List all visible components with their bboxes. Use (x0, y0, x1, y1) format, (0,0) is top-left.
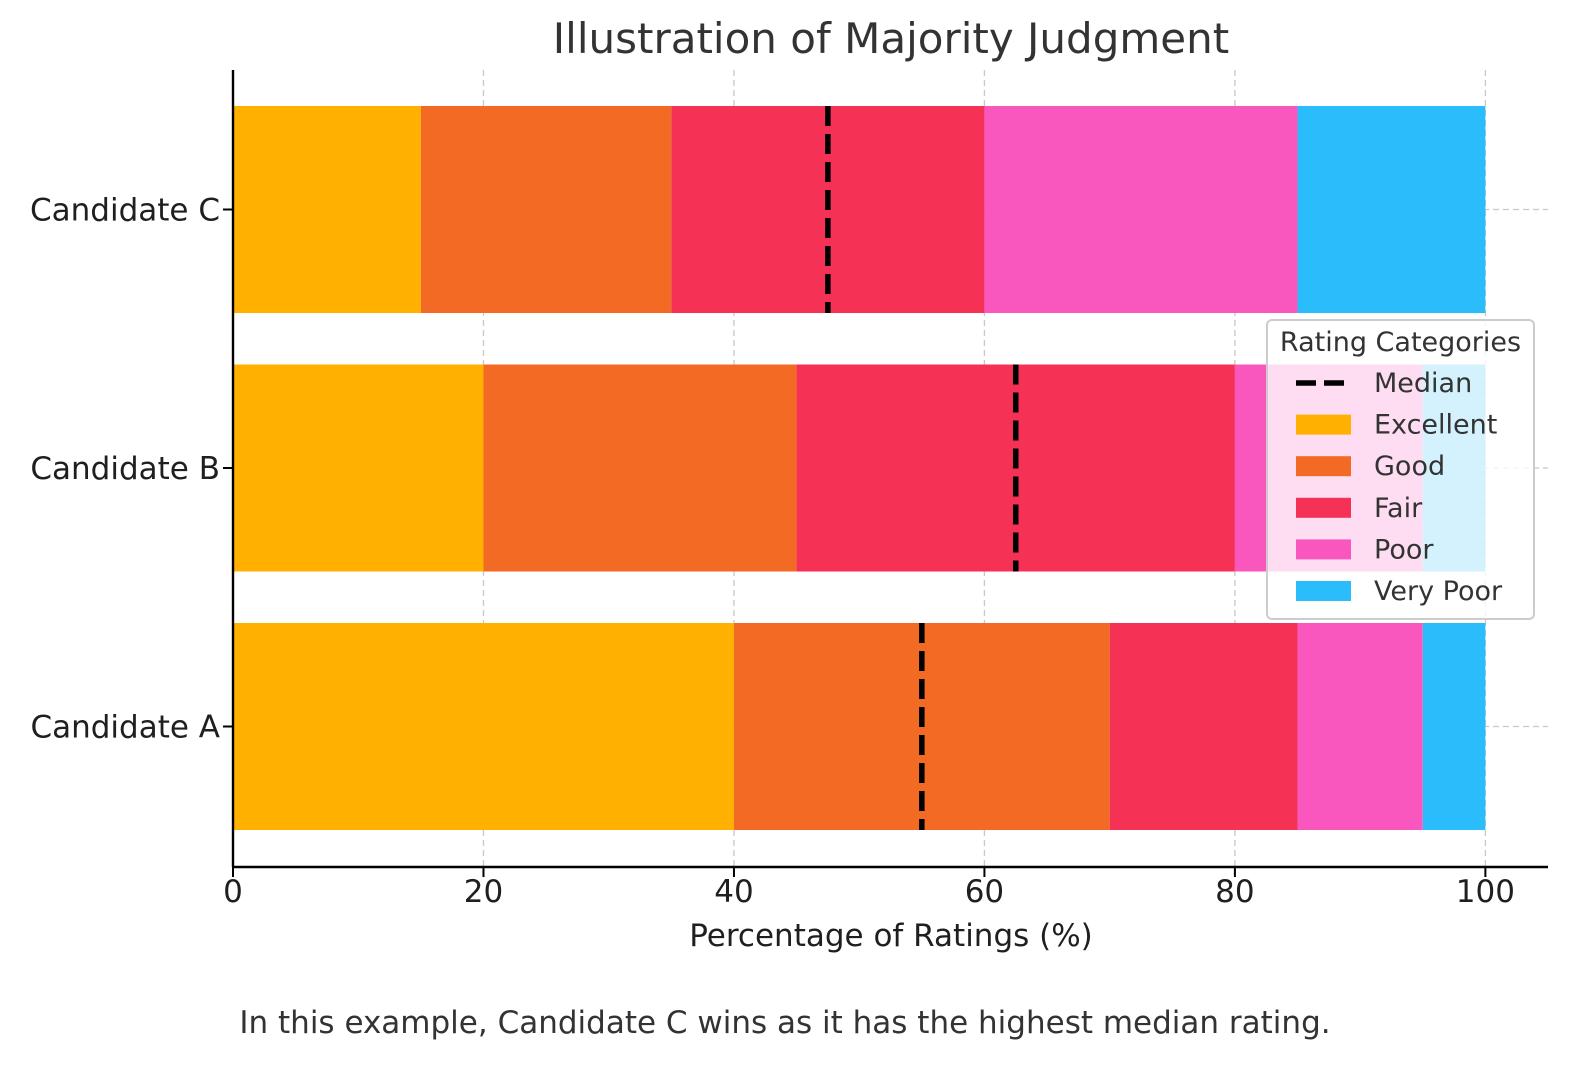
x-axis-label: Percentage of Ratings (%) (689, 918, 1093, 954)
bar-segment (233, 364, 484, 572)
median-layer (825, 106, 1019, 830)
y-tick-label: Candidate C (30, 193, 220, 229)
bar-segment (1297, 623, 1423, 830)
bars-layer (233, 106, 1486, 830)
x-tick-label: 40 (714, 874, 753, 910)
legend-label: Fair (1374, 493, 1423, 524)
chart-title: Illustration of Majority Judgment (553, 14, 1229, 63)
legend-label: Median (1374, 368, 1472, 399)
legend-swatch (1296, 581, 1351, 601)
bar-segment (984, 106, 1298, 313)
x-tick-label: 100 (1456, 874, 1515, 910)
bar-segment (233, 623, 734, 830)
x-tick-label: 60 (965, 874, 1004, 910)
legend-label: Very Poor (1374, 576, 1503, 607)
bar-segment (1422, 623, 1486, 830)
legend: Rating Categories Median Excellent Good Fair… (1266, 319, 1535, 620)
bar-segment (233, 106, 421, 313)
x-tick-label: 0 (223, 874, 243, 910)
axes-layer: 0 20 40 60 80 100 Candidate A Candidate B Candid… (30, 70, 1548, 910)
legend-swatch (1296, 414, 1351, 435)
x-tick-label: 80 (1215, 874, 1254, 910)
legend-swatch (1296, 456, 1351, 477)
bar-segment (483, 364, 797, 572)
y-tick-label: Candidate B (30, 451, 220, 487)
legend-label: Excellent (1374, 410, 1497, 441)
legend-title: Rating Categories (1280, 327, 1521, 358)
bar-segment (1297, 106, 1486, 313)
y-tick-label: Candidate A (30, 710, 220, 746)
legend-swatch (1296, 539, 1351, 560)
bar-segment (420, 106, 672, 313)
x-tick-label: 20 (464, 874, 503, 910)
legend-swatch (1296, 497, 1351, 518)
legend-label: Good (1374, 451, 1445, 482)
bar-segment (1109, 623, 1298, 830)
chart-caption: In this example, Candidate C wins as it … (239, 1005, 1330, 1041)
legend-label: Poor (1374, 534, 1434, 565)
